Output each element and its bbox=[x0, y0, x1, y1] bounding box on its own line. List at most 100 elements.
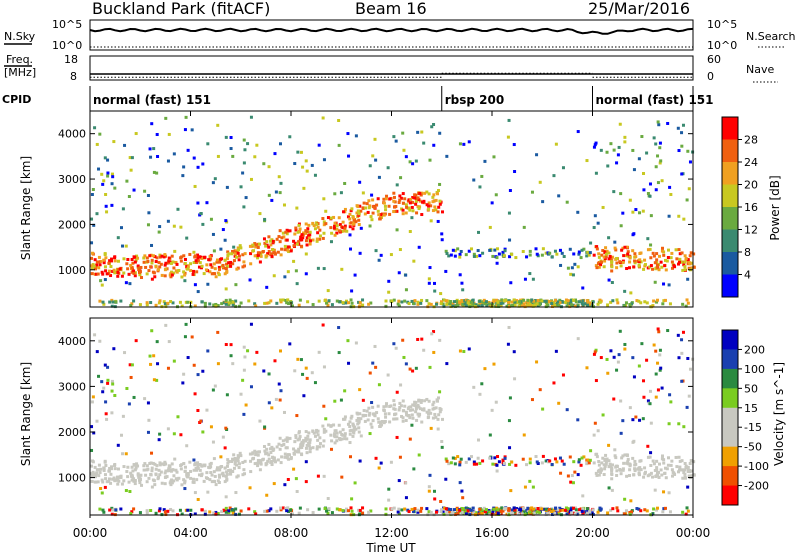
power-cell bbox=[607, 257, 611, 261]
velocity-cell bbox=[302, 439, 306, 443]
velocity-colorbar-swatch bbox=[722, 407, 738, 428]
velocity-cell bbox=[261, 457, 265, 461]
velocity-cell bbox=[357, 430, 361, 434]
power-cell bbox=[224, 298, 228, 302]
power-cell bbox=[548, 251, 552, 255]
velocity-cell bbox=[638, 418, 642, 422]
velocity-cell bbox=[256, 461, 260, 465]
power-cell bbox=[411, 162, 415, 166]
velocity-colorbar-label: Velocity [m s^-1] bbox=[772, 362, 786, 466]
power-cell bbox=[401, 212, 405, 216]
velocity-cell bbox=[150, 466, 154, 470]
velocity-cell bbox=[470, 455, 474, 459]
power-cell bbox=[237, 258, 241, 262]
power-cell bbox=[104, 269, 108, 273]
velocity-cell bbox=[392, 417, 396, 421]
power-cell bbox=[285, 228, 289, 232]
power-cell bbox=[113, 256, 117, 260]
velocity-cell bbox=[338, 436, 342, 440]
power-cell bbox=[247, 299, 251, 303]
velocity-cell bbox=[316, 438, 320, 442]
velocity-cell bbox=[561, 373, 565, 377]
power-cell bbox=[592, 253, 596, 257]
velocity-cell bbox=[466, 509, 470, 513]
velocity-cell bbox=[461, 496, 465, 500]
y-tick-label: 2000 bbox=[58, 426, 86, 439]
power-cell bbox=[375, 203, 379, 207]
power-cell bbox=[634, 208, 638, 212]
power-cell bbox=[285, 238, 289, 242]
power-cell bbox=[296, 230, 300, 234]
velocity-cell bbox=[395, 435, 399, 439]
power-cell bbox=[122, 257, 126, 261]
power-cell bbox=[580, 301, 584, 305]
velocity-cell bbox=[366, 418, 370, 422]
power-colorbar-swatch bbox=[722, 274, 738, 298]
velocity-cell bbox=[431, 407, 435, 411]
power-cell bbox=[452, 300, 456, 304]
power-cell bbox=[196, 165, 200, 169]
velocity-cell bbox=[248, 486, 252, 490]
power-cell bbox=[436, 219, 440, 223]
velocity-cell bbox=[267, 372, 271, 376]
power-cell bbox=[157, 261, 161, 265]
velocity-cell bbox=[271, 447, 275, 451]
velocity-cell bbox=[315, 430, 319, 434]
power-cell bbox=[287, 302, 291, 306]
power-cell bbox=[397, 200, 401, 204]
velocity-cell bbox=[101, 480, 105, 484]
velocity-cell bbox=[225, 393, 229, 397]
power-cell bbox=[293, 162, 297, 166]
power-cell bbox=[326, 303, 330, 307]
y-tick-label: 4000 bbox=[58, 335, 86, 348]
power-cell bbox=[201, 222, 205, 226]
velocity-cell bbox=[669, 400, 673, 404]
velocity-cell bbox=[574, 506, 578, 510]
velocity-cell bbox=[239, 509, 243, 513]
velocity-cell bbox=[329, 433, 333, 437]
velocity-cell bbox=[395, 417, 399, 421]
power-cell bbox=[227, 301, 231, 305]
power-cell bbox=[496, 300, 500, 304]
velocity-cell bbox=[646, 444, 650, 448]
velocity-cell bbox=[192, 363, 196, 367]
velocity-cell bbox=[660, 386, 664, 390]
power-cell bbox=[208, 255, 212, 259]
velocity-cell bbox=[152, 479, 156, 483]
power-cell bbox=[274, 190, 278, 194]
velocity-cell bbox=[246, 349, 250, 353]
velocity-cell bbox=[427, 510, 431, 514]
power-cell bbox=[561, 300, 565, 304]
power-cell bbox=[358, 300, 362, 304]
velocity-cell bbox=[572, 460, 576, 464]
velocity-cell bbox=[358, 508, 362, 512]
velocity-cell bbox=[110, 512, 114, 516]
power-cell bbox=[453, 254, 457, 258]
velocity-cell bbox=[223, 446, 227, 450]
power-cell bbox=[242, 138, 246, 142]
velocity-cell bbox=[323, 507, 327, 511]
velocity-cell bbox=[598, 506, 602, 510]
power-cell bbox=[390, 299, 394, 303]
velocity-cell bbox=[345, 507, 349, 511]
velocity-cell bbox=[362, 409, 366, 413]
velocity-cell bbox=[113, 479, 117, 483]
velocity-cell bbox=[163, 482, 167, 486]
power-cell bbox=[482, 298, 486, 302]
velocity-cell bbox=[244, 403, 248, 407]
power-cell bbox=[208, 302, 212, 306]
x-tick-label: 08:00 bbox=[274, 526, 309, 540]
velocity-cell bbox=[300, 446, 304, 450]
power-cell bbox=[411, 200, 415, 204]
power-cell bbox=[364, 206, 368, 210]
power-cell bbox=[451, 304, 455, 308]
velocity-cell bbox=[119, 433, 123, 437]
velocity-colorbar-tick-label: 50 bbox=[744, 382, 758, 395]
velocity-cell bbox=[482, 506, 486, 510]
power-cell bbox=[118, 267, 122, 271]
velocity-cell bbox=[379, 420, 383, 424]
velocity-cell bbox=[326, 497, 330, 501]
power-cell bbox=[200, 256, 204, 260]
velocity-cell bbox=[621, 468, 625, 472]
power-cell bbox=[531, 277, 535, 281]
